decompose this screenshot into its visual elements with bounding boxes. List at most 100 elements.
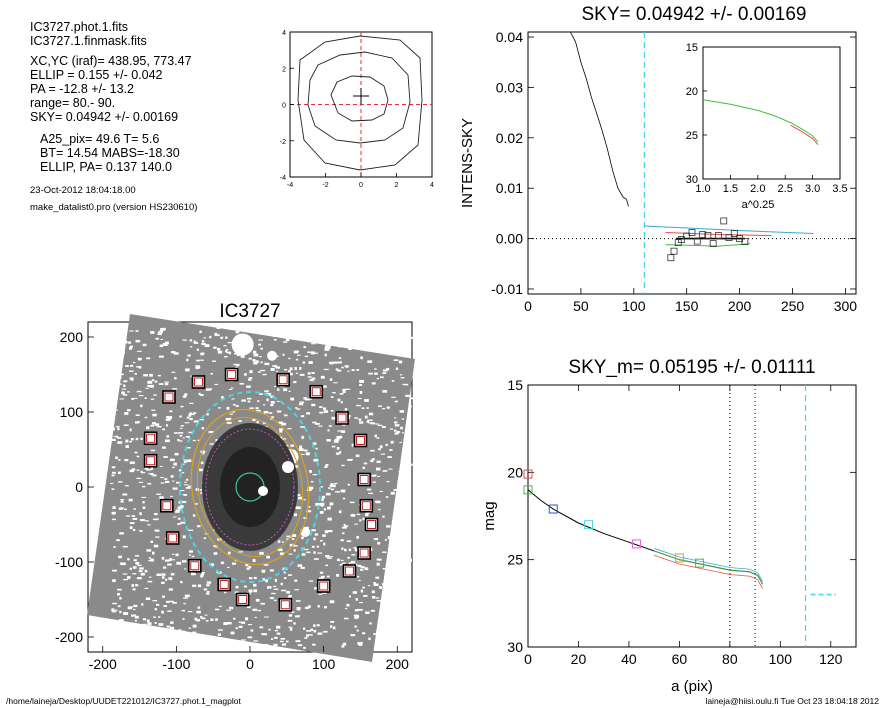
image-speck: [142, 343, 147, 347]
image-speck: [145, 520, 149, 522]
image-speck: [399, 441, 402, 443]
sky-box-inner: [168, 533, 178, 543]
image-speck: [359, 390, 363, 394]
sky-box-inner: [337, 413, 347, 423]
image-speck: [358, 642, 363, 644]
info-center: XC,YC (iraf)= 438.95, 773.47: [30, 54, 192, 68]
image-speck: [112, 389, 115, 391]
image-speck: [354, 417, 358, 419]
image-speck: [145, 387, 149, 389]
image-speck: [407, 626, 412, 629]
inset-ytick-label: 25: [686, 130, 698, 142]
image-speck: [319, 511, 324, 514]
mag-xtick-label: 40: [621, 651, 637, 667]
image-speck: [382, 551, 387, 553]
image-speck: [391, 380, 395, 382]
image-speck: [325, 564, 329, 567]
image-speck: [290, 397, 295, 401]
sky-point: [678, 236, 685, 243]
image-speck: [310, 628, 313, 632]
image-speck: [233, 363, 236, 366]
image-speck: [311, 529, 316, 532]
image-speck: [227, 551, 231, 555]
image-speck: [183, 459, 188, 461]
image-speck: [158, 383, 164, 385]
image-speck: [161, 642, 165, 644]
image-speck: [201, 573, 205, 576]
image-speck: [189, 339, 193, 342]
image-speck: [273, 385, 277, 387]
image-speck: [154, 621, 157, 624]
image-speck: [298, 448, 304, 452]
image-speck: [324, 530, 329, 533]
image-speck: [220, 561, 225, 565]
image-speck: [112, 569, 117, 572]
image-speck: [124, 458, 129, 462]
image-speck: [178, 517, 181, 520]
image-speck: [199, 489, 203, 491]
image-speck: [217, 347, 221, 351]
image-speck: [333, 440, 339, 443]
image-speck: [335, 452, 340, 455]
image-speck: [307, 351, 311, 353]
image-speck: [122, 493, 128, 496]
image-speck: [154, 423, 160, 426]
image-speck: [299, 445, 303, 449]
image-speck: [388, 602, 393, 605]
image-speck: [401, 418, 405, 420]
mag-ytick-label: 15: [507, 377, 523, 393]
image-speck: [403, 546, 407, 549]
image-speck: [246, 385, 251, 388]
image-speck: [253, 330, 257, 333]
image-speck: [272, 365, 277, 367]
image-speck: [216, 327, 221, 329]
image-speck: [181, 560, 187, 563]
sky-frame: [527, 31, 857, 295]
image-speck: [147, 580, 153, 583]
image-speck: [111, 488, 115, 490]
image-speck: [340, 489, 346, 493]
image-speck: [158, 355, 164, 358]
image-speck: [194, 503, 198, 505]
image-speck: [331, 416, 337, 420]
image-speck: [117, 376, 122, 379]
sky-box: [357, 546, 371, 560]
image-speck: [311, 372, 315, 374]
image-speck: [297, 564, 303, 567]
inset-ytick-label: 20: [686, 86, 698, 98]
image-speck: [151, 379, 155, 382]
contour-middle: [307, 51, 411, 144]
image-speck: [286, 535, 291, 538]
image-speck: [406, 329, 410, 333]
image-speck: [188, 431, 193, 434]
image-speck: [383, 599, 387, 603]
image-speck: [189, 645, 193, 648]
image-speck: [187, 459, 192, 463]
image-speck: [136, 390, 142, 393]
image-speck: [312, 421, 317, 424]
image-speck: [128, 347, 133, 350]
image-speck: [311, 377, 316, 380]
image-speck: [129, 526, 133, 530]
image-speck: [311, 545, 315, 548]
image-speck: [174, 452, 179, 456]
mag-ytick-label: 25: [507, 552, 523, 568]
image-speck: [200, 352, 205, 356]
image-speck: [317, 552, 323, 554]
image-speck: [374, 368, 377, 370]
image-speck: [161, 576, 165, 579]
image-speck: [225, 350, 228, 353]
image-speck: [367, 419, 370, 423]
image-speck: [159, 496, 164, 499]
image-speck: [310, 481, 314, 483]
image-speck: [274, 365, 278, 368]
image-speck: [327, 517, 332, 521]
inset-curve-red: [790, 124, 819, 146]
image-speck: [201, 617, 206, 620]
image-speck: [214, 332, 218, 336]
image-speck: [115, 426, 120, 428]
image-speck: [143, 623, 147, 626]
sky-point: [741, 238, 749, 246]
image-speck: [138, 365, 142, 369]
